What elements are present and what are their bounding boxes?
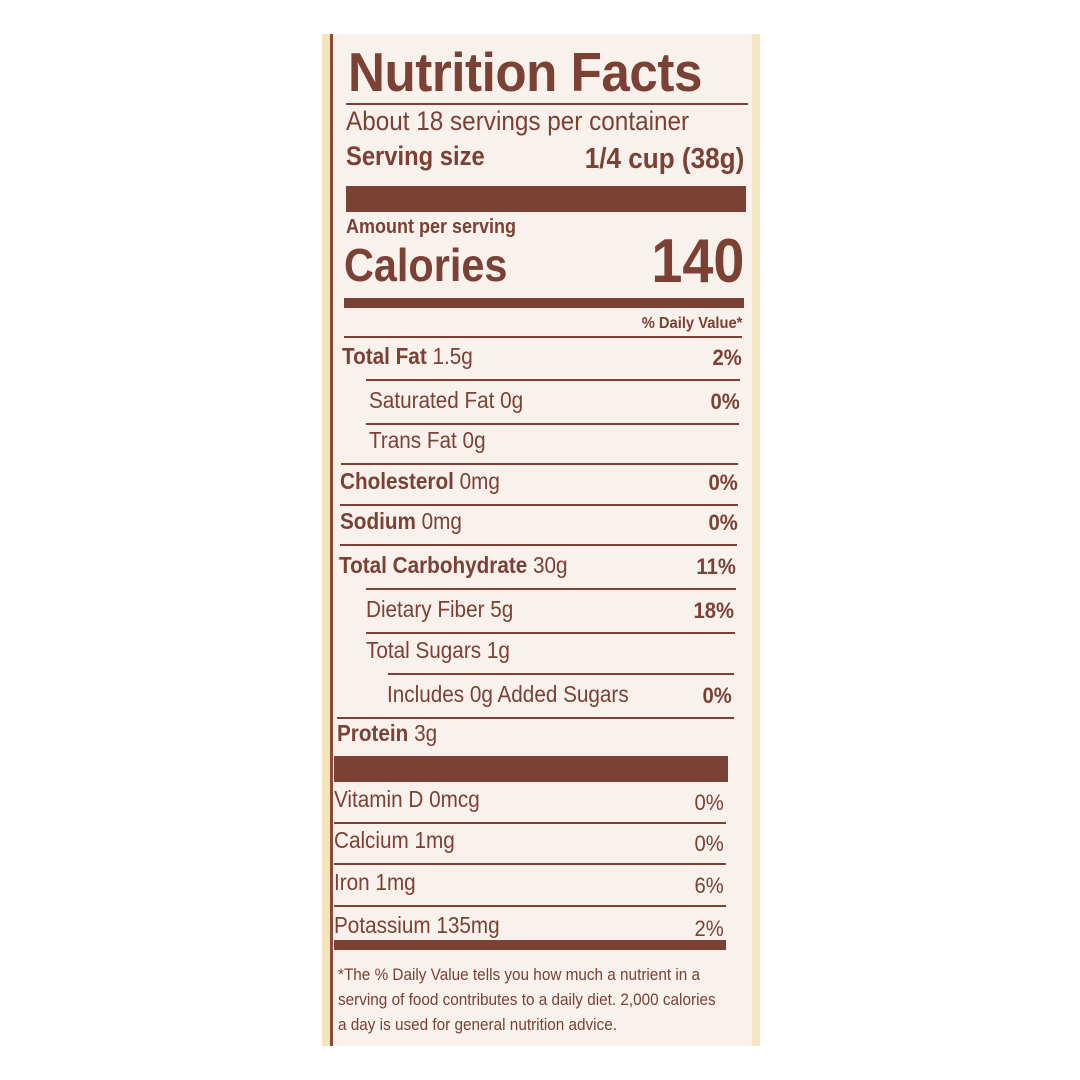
divider <box>388 673 735 675</box>
vitamin-amount: 1mg <box>375 869 416 895</box>
nutrient-row: Dietary Fiber 5g <box>366 596 513 623</box>
nutrient-name: Protein <box>336 720 408 746</box>
vitamin-amount: 0mcg <box>429 786 480 812</box>
footnote: *The % Daily Value tells you how much a … <box>338 965 716 1034</box>
divider <box>334 822 726 824</box>
nutrient-daily-value: 2% <box>712 345 742 370</box>
nutrient-row: Sodium 0mg <box>340 508 462 535</box>
nutrient-row: Saturated Fat 0g <box>369 387 523 414</box>
divider <box>337 717 734 719</box>
vitamin-name: Potassium <box>334 912 431 938</box>
nutrient-name: Cholesterol <box>340 468 455 494</box>
thick-bar <box>334 756 728 782</box>
nutrient-row: Total Carbohydrate 30g <box>339 552 568 579</box>
nutrient-name: Total Fat <box>342 343 427 369</box>
nutrient-name: Total Carbohydrate <box>339 552 528 578</box>
nutrient-row: Cholesterol 0mg <box>340 468 500 495</box>
nutrient-name: Dietary Fiber <box>366 596 485 622</box>
vitamin-row: Calcium 1mg <box>334 827 455 854</box>
nutrient-row: Total Sugars 1g <box>366 637 510 664</box>
medium-bar <box>334 940 726 950</box>
nutrient-amount: 1.5g <box>432 343 473 369</box>
nutrient-daily-value: 11% <box>696 554 736 579</box>
amount-per-serving: Amount per serving <box>346 216 517 238</box>
divider <box>366 379 740 381</box>
vitamin-daily-value: 2% <box>694 916 724 941</box>
nutrient-amount: 0mg <box>459 468 501 494</box>
nutrient-amount: 3g <box>413 720 437 746</box>
nutrient-daily-value: 18% <box>693 598 734 623</box>
calories-value: 140 <box>650 227 744 296</box>
vitamin-daily-value: 0% <box>694 790 724 815</box>
vitamin-row: Iron 1mg <box>334 869 416 896</box>
vitamin-name: Vitamin D <box>334 786 424 812</box>
vitamin-daily-value: 6% <box>694 873 724 898</box>
vitamin-daily-value: 0% <box>694 831 724 856</box>
thick-bar <box>346 186 746 212</box>
label-title: Nutrition Facts <box>348 41 702 103</box>
divider <box>334 863 726 865</box>
nutrient-daily-value: 0% <box>710 389 740 414</box>
divider <box>366 423 740 425</box>
nutrient-amount: 30g <box>532 552 568 578</box>
divider <box>339 544 737 546</box>
daily-value-header: % Daily Value* <box>641 315 742 332</box>
nutrient-name: Total Sugars <box>365 637 481 663</box>
nutrient-name: Sodium <box>339 508 416 534</box>
servings-per-container: About 18 servings per container <box>346 106 690 136</box>
vitamin-name: Calcium <box>334 827 409 853</box>
nutrient-row: Total Fat 1.5g <box>342 343 473 370</box>
calories-label: Calories <box>344 239 508 291</box>
vitamin-amount: 135mg <box>436 912 500 938</box>
divider <box>366 588 736 590</box>
vitamin-name: Iron <box>334 869 370 895</box>
divider <box>334 905 726 907</box>
medium-bar <box>344 298 744 308</box>
nutrient-daily-value: 0% <box>708 510 738 535</box>
nutrient-amount: 0g <box>500 387 524 413</box>
nutrient-name: Includes 0g Added Sugars <box>387 681 629 707</box>
serving-size-value: 1/4 cup (38g) <box>584 143 744 175</box>
divider <box>346 103 748 105</box>
nutrient-amount: 0mg <box>421 508 462 534</box>
nutrient-amount: 0g <box>462 427 486 453</box>
vitamin-row: Potassium 135mg <box>334 912 500 939</box>
nutrient-row: Protein 3g <box>337 720 437 747</box>
nutrient-name: Saturated Fat <box>369 387 495 413</box>
nutrient-amount: 1g <box>486 637 510 663</box>
divider <box>366 632 736 634</box>
vitamin-amount: 1mg <box>414 827 455 853</box>
nutrient-daily-value: 0% <box>708 470 738 495</box>
nutrient-amount: 5g <box>490 596 514 622</box>
divider <box>340 463 739 465</box>
vitamin-row: Vitamin D 0mcg <box>334 786 480 813</box>
nutrient-row: Includes 0g Added Sugars <box>387 681 629 708</box>
divider <box>340 504 738 506</box>
nutrient-row: Trans Fat 0g <box>369 427 486 454</box>
package-edge-right <box>752 34 760 1046</box>
nutrient-name: Trans Fat <box>368 427 457 453</box>
nutrient-daily-value: 0% <box>702 683 732 708</box>
divider <box>344 336 742 338</box>
serving-size-label: Serving size <box>346 141 485 171</box>
